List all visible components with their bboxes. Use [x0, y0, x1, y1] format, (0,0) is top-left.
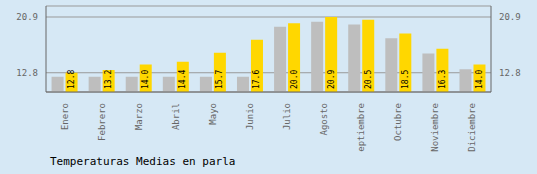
- svg-text:Marzo: Marzo: [134, 103, 144, 130]
- svg-text:Septiembre: Septiembre: [356, 103, 366, 152]
- svg-text:Mayo: Mayo: [208, 103, 218, 125]
- svg-text:Junio: Junio: [245, 103, 255, 130]
- svg-text:16.3: 16.3: [438, 70, 447, 89]
- svg-text:Diciembre: Diciembre: [467, 103, 477, 152]
- svg-text:15.7: 15.7: [215, 70, 224, 89]
- svg-text:Noviembre: Noviembre: [430, 103, 440, 152]
- svg-text:Octubre: Octubre: [393, 103, 403, 141]
- svg-text:12.8: 12.8: [16, 68, 38, 78]
- svg-text:Enero: Enero: [60, 103, 70, 130]
- svg-text:Agosto: Agosto: [319, 103, 329, 136]
- svg-text:20.0: 20.0: [290, 70, 299, 89]
- svg-text:Julio: Julio: [282, 103, 292, 130]
- svg-text:14.0: 14.0: [475, 70, 484, 89]
- html-text:Temperaturas Medias en parla: Temperaturas Medias en parla: [50, 155, 236, 168]
- svg-text:14.4: 14.4: [178, 70, 187, 89]
- svg-text:12.8: 12.8: [67, 70, 76, 89]
- svg-text:13.2: 13.2: [104, 70, 113, 89]
- svg-text:20.9: 20.9: [499, 12, 521, 22]
- svg-text:12.8: 12.8: [499, 68, 521, 78]
- svg-text:Febrero: Febrero: [97, 103, 107, 141]
- svg-text:20.5: 20.5: [364, 70, 373, 89]
- svg-text:20.9: 20.9: [16, 12, 38, 22]
- svg-text:14.0: 14.0: [141, 70, 150, 89]
- svg-text:Abril: Abril: [171, 103, 181, 130]
- svg-text:17.6: 17.6: [252, 70, 261, 89]
- svg-text:20.9: 20.9: [327, 70, 336, 89]
- svg-text:18.5: 18.5: [401, 70, 410, 89]
